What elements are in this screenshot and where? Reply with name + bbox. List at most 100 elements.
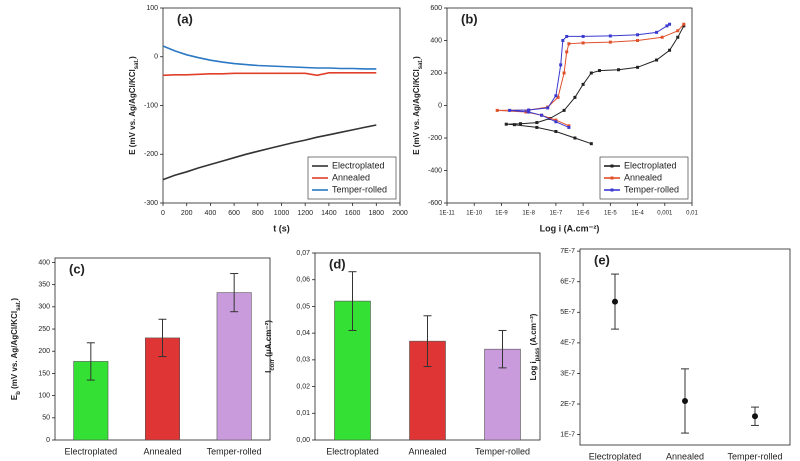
panel-label: (e) [594, 252, 610, 267]
marker [581, 34, 585, 38]
x-tick-label: Annealed [408, 446, 446, 456]
y-axis-label: Eb (mV vs. Ag/AgCl/KClsat.) [10, 298, 21, 401]
y-axis-label-part: ) [128, 56, 137, 59]
y-axis-label-part: sat. [418, 59, 424, 70]
marker [660, 35, 664, 39]
panel-label: (b) [461, 11, 478, 26]
y-tick-label: 350 [38, 281, 50, 288]
series-line [506, 25, 685, 145]
marker [589, 142, 593, 146]
x-tick-label: Temper-rolled [727, 451, 782, 461]
marker [617, 68, 621, 72]
y-tick-label: 0,04 [296, 330, 310, 337]
marker [668, 22, 672, 26]
marker [581, 82, 585, 86]
panel-label: (c) [69, 261, 85, 276]
x-tick-label: 1E-4 [631, 211, 644, 217]
y-tick-label: 100 [38, 392, 50, 399]
x-tick-label: Temper-rolled [207, 446, 262, 456]
marker [535, 125, 539, 129]
y-tick-label: 600 [430, 5, 442, 12]
x-tick-label: 1E-5 [604, 211, 617, 217]
marker [682, 24, 686, 28]
marker [546, 106, 550, 110]
y-axis-label-part: ) [412, 56, 421, 59]
marker [608, 34, 612, 38]
marker [504, 122, 508, 126]
x-tick-label: Annealed [666, 451, 704, 461]
legend-label: Electroplated [624, 160, 677, 170]
y-tick-label: 0,01 [296, 410, 310, 417]
legend-label: Temper-rolled [332, 184, 387, 194]
point [612, 298, 618, 305]
x-tick-label: 800 [252, 210, 264, 217]
marker [573, 136, 577, 140]
y-tick-label: 200 [430, 70, 442, 77]
marker [668, 48, 672, 52]
x-tick-label: 1E-11 [439, 211, 455, 217]
marker [567, 125, 571, 129]
y-axis-label-part: E (mV vs. Ag/AgCl/KCl [128, 69, 137, 155]
x-tick-label: 0 [161, 210, 165, 217]
y-tick-label: 300 [38, 304, 50, 311]
x-tick-label: 1200 [297, 210, 313, 217]
x-axis-label: t (s) [273, 223, 290, 233]
x-tick-label: 1600 [345, 210, 361, 217]
marker [567, 124, 571, 128]
marker [573, 95, 577, 99]
legend-marker [610, 176, 614, 180]
y-axis-label-part: (μA.cm⁻²) [264, 320, 273, 359]
marker [655, 30, 659, 34]
y-tick-label: 400 [430, 37, 442, 44]
x-tick-label: 0,01 [686, 211, 698, 217]
x-tick-label: 1000 [274, 210, 290, 217]
x-tick-label: 1E-8 [522, 211, 535, 217]
x-tick-label: 1E-9 [495, 211, 508, 217]
legend-label: Annealed [332, 172, 370, 182]
marker [556, 95, 560, 99]
marker [682, 22, 686, 26]
marker [512, 123, 516, 127]
y-tick-label: 7E-7 [560, 248, 575, 255]
x-tick-label: 1E-6 [577, 211, 590, 217]
y-axis-label-part: pass [535, 347, 541, 361]
marker [608, 40, 612, 44]
y-tick-label: 0 [46, 437, 50, 444]
marker [636, 65, 640, 69]
y-tick-label: 0 [154, 54, 158, 61]
marker [565, 50, 569, 54]
y-axis-label-part: (mV vs. Ag/AgCl/KCl [10, 311, 19, 391]
marker [665, 24, 669, 28]
marker [636, 39, 640, 42]
y-axis-label-part: corr [270, 358, 276, 370]
x-tick-label: 1E-7 [550, 211, 563, 217]
y-axis-label-part: E (mV vs. Ag/AgCl/KCl [412, 69, 421, 155]
y-axis-label: E (mV vs. Ag/AgCl/KClsat.) [128, 56, 139, 155]
marker [554, 120, 558, 124]
y-axis-label-part: (A.cm⁻²) [529, 313, 538, 347]
legend-marker [610, 188, 614, 192]
marker [676, 35, 680, 39]
marker [676, 29, 680, 33]
y-tick-label: 5E-7 [560, 309, 575, 316]
bar [216, 292, 252, 441]
marker [554, 94, 558, 98]
x-tick-label: Electroplated [65, 446, 118, 456]
legend-label: Electroplated [332, 160, 385, 170]
x-tick-label: 600 [228, 210, 240, 217]
y-tick-label: 400 [38, 259, 50, 266]
marker [535, 121, 539, 125]
legend-label: Annealed [624, 172, 662, 182]
y-tick-label: -300 [144, 200, 158, 207]
y-tick-label: 0,00 [296, 437, 310, 444]
x-tick-label: 0,001 [657, 211, 673, 217]
x-axis-label: Log i (A.cm⁻²) [540, 223, 600, 233]
x-tick-label: 1800 [369, 210, 385, 217]
y-tick-label: 0,05 [296, 303, 310, 310]
legend-label: Temper-rolled [624, 184, 679, 194]
marker [589, 71, 593, 75]
y-tick-label: 100 [146, 5, 158, 12]
marker [561, 39, 565, 42]
x-tick-label: 2000 [392, 210, 408, 217]
y-tick-label: 0,02 [296, 383, 310, 390]
